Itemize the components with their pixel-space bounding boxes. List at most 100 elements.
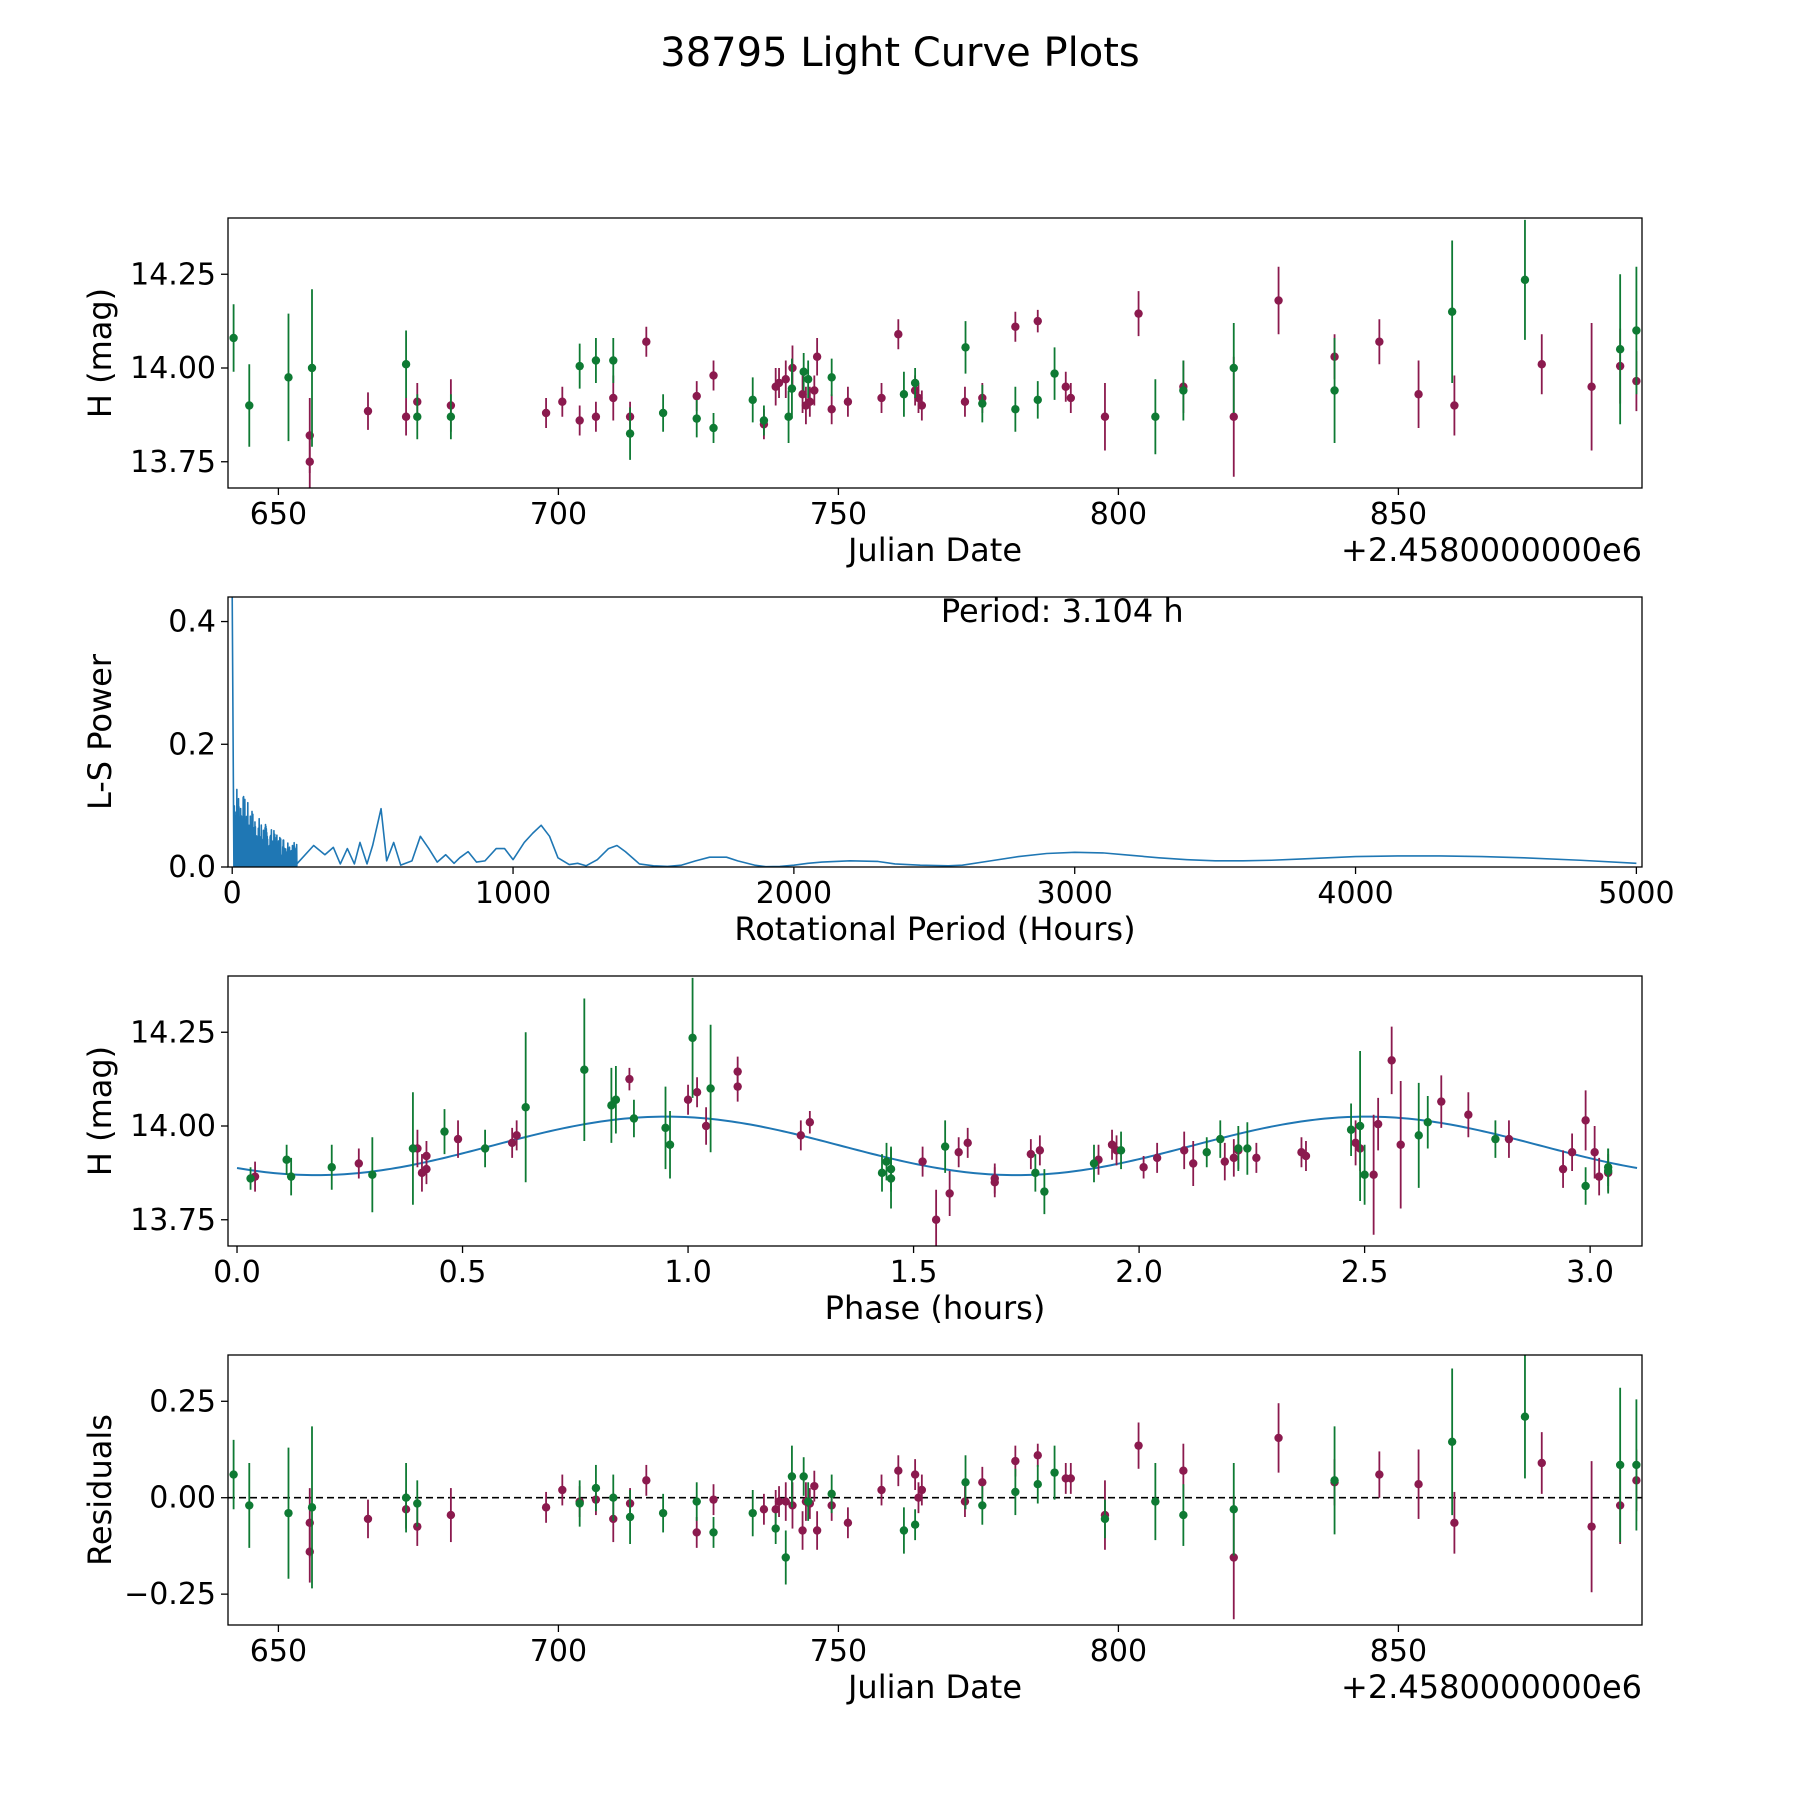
data-point: [1414, 1131, 1423, 1140]
data-point: [910, 1520, 920, 1529]
filter_a-series: [250, 1026, 1613, 1246]
data-point: [307, 1503, 317, 1512]
data-point: [1179, 1510, 1188, 1520]
periodogram-line: [231, 597, 1637, 867]
x-tick-label: 2.0: [1115, 1255, 1163, 1290]
data-point: [894, 1466, 903, 1475]
data-point: [413, 1499, 422, 1508]
data-point: [1229, 1553, 1238, 1562]
residuals-plot-area: [228, 1355, 1642, 1620]
data-point: [1590, 1148, 1599, 1157]
data-point: [446, 412, 456, 421]
data-point: [1216, 1134, 1225, 1144]
x-offset-label: +2.4580000000e6: [1341, 531, 1642, 569]
data-point: [692, 1088, 702, 1097]
model-fit-curve: [236, 1115, 1638, 1177]
x-tick-label: 1.0: [664, 1255, 712, 1290]
data-point: [591, 1483, 601, 1493]
filter_b-series: [229, 1355, 1641, 1589]
data-point: [701, 1121, 711, 1131]
data-point: [1011, 405, 1020, 414]
data-point: [245, 401, 254, 410]
data-point: [1301, 1151, 1311, 1161]
data-point: [1375, 1470, 1384, 1479]
data-point: [1603, 1163, 1613, 1172]
data-point: [918, 1157, 927, 1166]
x-tick-label: 1.5: [890, 1255, 938, 1290]
data-point: [978, 399, 987, 408]
data-point: [1229, 1505, 1238, 1514]
data-point: [591, 356, 601, 365]
y-axis-label: H (mag): [81, 288, 119, 418]
data-point: [558, 1485, 567, 1495]
data-point: [1151, 412, 1160, 421]
x-tick-label: 2000: [756, 876, 832, 911]
data-point: [1437, 1097, 1446, 1106]
data-point: [812, 352, 822, 361]
data-point: [1520, 1412, 1530, 1421]
data-point: [629, 1114, 639, 1123]
data-point: [558, 397, 567, 406]
data-point: [843, 397, 853, 406]
y-tick-label: 0.4: [168, 605, 216, 640]
residuals-axes-frame: [227, 1354, 1643, 1626]
data-point: [642, 337, 651, 346]
data-point: [894, 330, 903, 339]
y-tick-label: 0.0: [168, 850, 216, 885]
data-point: [1537, 360, 1546, 369]
y-tick-label: 14.00: [130, 1109, 216, 1144]
x-tick-label: 850: [1370, 1634, 1427, 1669]
data-point: [284, 373, 293, 382]
data-point: [1050, 1468, 1059, 1477]
x-tick-label: 1000: [475, 876, 551, 911]
data-point: [440, 1127, 449, 1136]
data-point: [810, 1481, 819, 1491]
data-point: [1464, 1110, 1473, 1119]
data-point: [1558, 1164, 1568, 1174]
data-point: [1615, 1460, 1625, 1470]
data-point: [803, 1497, 813, 1506]
data-point: [575, 416, 584, 425]
data-point: [446, 1510, 456, 1520]
data-point: [899, 1526, 909, 1535]
y-axis-label: L-S Power: [81, 653, 119, 810]
data-point: [1632, 326, 1641, 335]
x-tick-label: 4000: [1317, 876, 1393, 911]
data-point: [1355, 1121, 1365, 1131]
data-point: [960, 397, 970, 406]
data-point: [1252, 1153, 1261, 1163]
periodogram-plot-area: [231, 597, 1637, 867]
data-point: [882, 1157, 891, 1166]
data-point: [1040, 1187, 1049, 1196]
data-point: [692, 1528, 701, 1537]
data-point: [1107, 1140, 1117, 1149]
x-offset-label: +2.4580000000e6: [1341, 1668, 1642, 1706]
data-point: [886, 1174, 896, 1183]
data-point: [507, 1138, 517, 1148]
data-point: [661, 1123, 670, 1133]
y-tick-label: 13.75: [130, 445, 216, 480]
lightcurve-axes-frame: [227, 217, 1643, 489]
residuals-panel: 650 700 750 800 850 −0.25 0.00 0.25 Julian Date R…: [81, 1354, 1643, 1706]
data-point: [733, 1082, 742, 1091]
data-point: [246, 1174, 255, 1183]
filter_b-series: [229, 219, 1641, 460]
x-tick-label: 800: [1090, 1634, 1147, 1669]
data-point: [771, 1505, 780, 1514]
data-point: [658, 1508, 668, 1518]
data-point: [1134, 1441, 1143, 1450]
data-point: [1447, 1437, 1457, 1446]
y-axis-label: Residuals: [81, 1414, 119, 1566]
data-point: [917, 401, 927, 410]
data-point: [1274, 1433, 1283, 1443]
data-point: [1414, 1480, 1423, 1489]
data-point: [1033, 395, 1042, 405]
data-point: [245, 1501, 254, 1510]
data-point: [1050, 369, 1059, 378]
data-point: [1581, 1181, 1590, 1191]
data-point: [307, 363, 317, 373]
data-point: [1373, 1119, 1383, 1129]
data-point: [1031, 1168, 1040, 1178]
data-point: [748, 1508, 757, 1518]
data-point: [781, 1553, 790, 1562]
